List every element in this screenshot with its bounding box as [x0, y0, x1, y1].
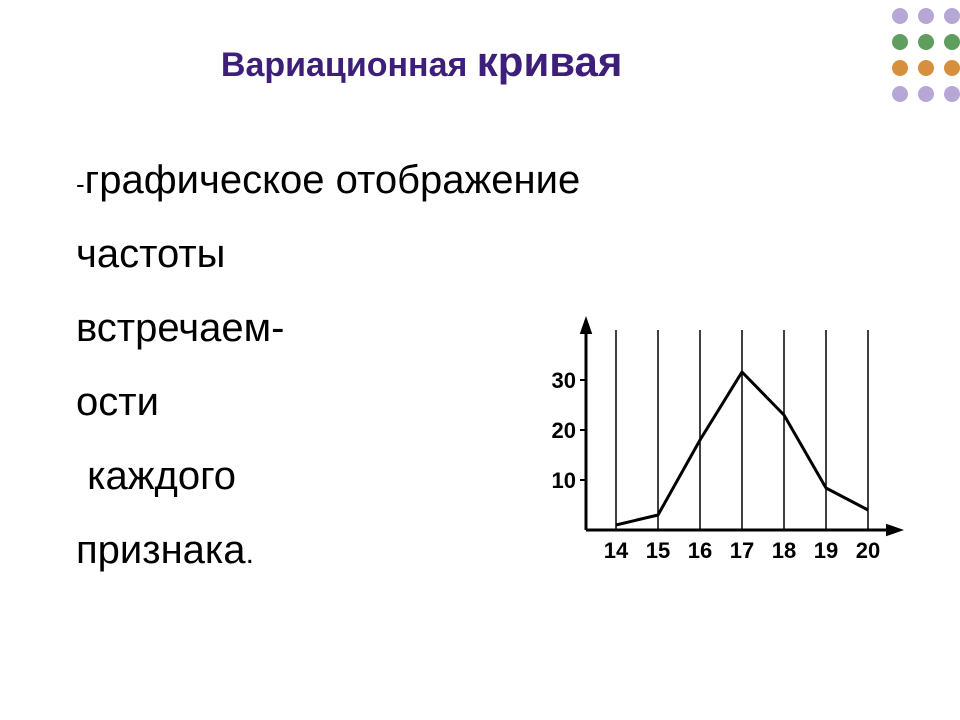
- decoration-dot: [918, 60, 934, 76]
- decoration-dot: [892, 34, 908, 50]
- decoration-dot: [918, 34, 934, 50]
- decoration-dot: [918, 8, 934, 24]
- decoration-dot: [944, 86, 960, 102]
- svg-text:10: 10: [552, 468, 576, 493]
- body-line: встречаем-: [76, 306, 284, 351]
- svg-text:14: 14: [604, 538, 629, 563]
- svg-text:17: 17: [730, 538, 754, 563]
- chart-svg: 10 20 30 14 15 16 17 18 19 20: [520, 300, 920, 590]
- body-line: ости: [76, 380, 159, 425]
- title-part1: Вариационная: [221, 46, 477, 84]
- title-part2: кривая: [477, 38, 623, 85]
- decoration-dot: [944, 34, 960, 50]
- variation-curve-chart: 10 20 30 14 15 16 17 18 19 20: [520, 300, 920, 590]
- body-line: признака.: [76, 528, 254, 573]
- svg-text:16: 16: [688, 538, 712, 563]
- slide-title: Вариационная кривая: [212, 20, 622, 86]
- svg-text:19: 19: [814, 538, 838, 563]
- decoration-dot: [892, 8, 908, 24]
- svg-text:20: 20: [856, 538, 880, 563]
- decoration-dot: [892, 60, 908, 76]
- decoration-dot: [944, 8, 960, 24]
- body-line: -графическое отображение: [76, 158, 580, 203]
- svg-text:20: 20: [552, 418, 576, 443]
- svg-text:15: 15: [646, 538, 670, 563]
- decoration-dot: [944, 60, 960, 76]
- body-line: частоты: [76, 232, 225, 277]
- decoration-dot: [892, 86, 908, 102]
- decoration-dot: [918, 86, 934, 102]
- svg-text:30: 30: [552, 368, 576, 393]
- svg-text:18: 18: [772, 538, 796, 563]
- body-line: каждого: [76, 454, 236, 499]
